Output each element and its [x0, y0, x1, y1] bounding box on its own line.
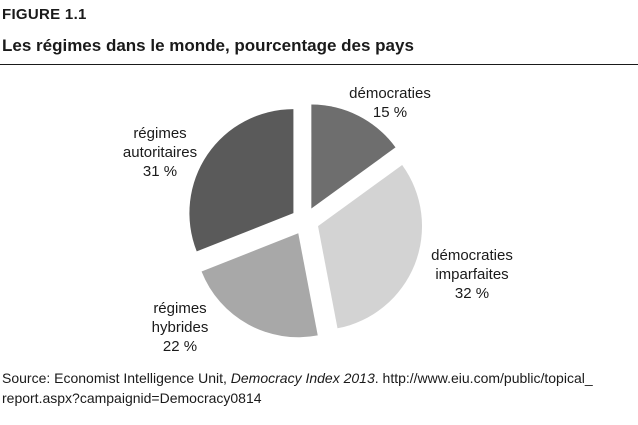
- pie-chart: démocraties 15 % démocraties imparfaites 32 …: [123, 85, 513, 355]
- slice-label: régimes autoritaires 31 %: [123, 125, 197, 180]
- figure-title: Les régimes dans le monde, pourcentage d…: [2, 36, 414, 55]
- pie-slice-regimes-autoritaires: [189, 109, 294, 252]
- title-rule: [0, 64, 638, 65]
- source-prefix: Source: Economist Intelligence Unit,: [2, 370, 231, 386]
- pie-slice-regimes-hybrides: [201, 233, 318, 338]
- pie-slice-democraties: [311, 104, 396, 209]
- source-suffix: . http://www.eiu.com/public/topical_ rep…: [2, 370, 593, 406]
- source-publication: Democracy Index 2013: [230, 370, 375, 386]
- slice-label: démocraties 15 %: [349, 85, 431, 121]
- slice-label: démocraties imparfaites 32 %: [431, 247, 513, 302]
- source-note: Source: Economist Intelligence Unit, Dem…: [2, 368, 632, 408]
- pie-slice-democraties-imparfaites: [318, 165, 423, 329]
- figure-label: FIGURE 1.1: [2, 6, 87, 23]
- slice-label: régimes hybrides 22 %: [152, 300, 209, 355]
